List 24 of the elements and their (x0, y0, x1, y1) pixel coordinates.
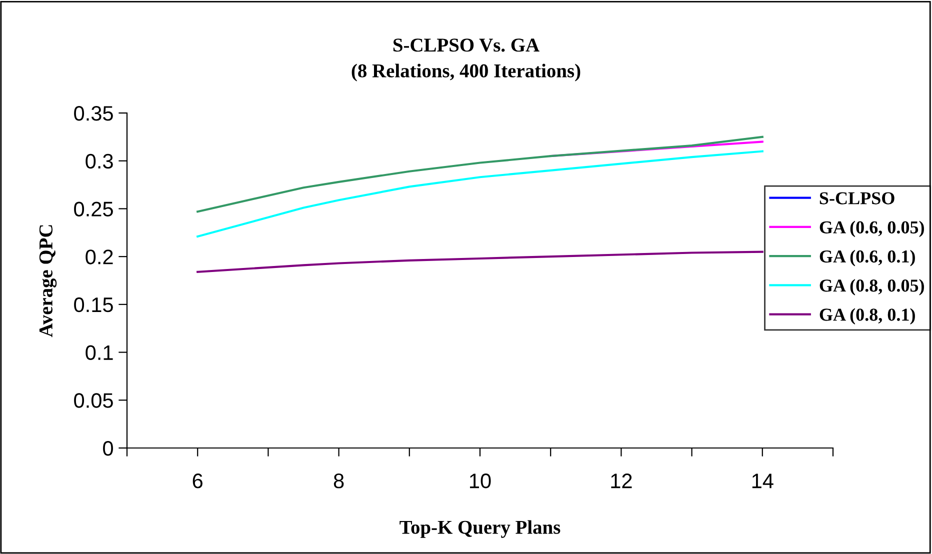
y-tick-label: 0.1 (86, 345, 113, 360)
y-tick-label: 0.15 (74, 297, 113, 312)
legend-label: GA (0.6, 0.05) (820, 220, 924, 238)
y-tick-label: 0.05 (74, 393, 113, 408)
x-tick-label: 12 (611, 474, 632, 488)
legend-label: GA (0.8, 0.1) (820, 308, 915, 324)
line-series (196, 150, 764, 238)
chart-title: S-CLPSO Vs. GA (8 Relations, 400 Iterations) (352, 38, 580, 82)
legend-label: S-CLPSO (820, 192, 894, 204)
legend-label: GA (0.8, 0.05) (820, 278, 924, 296)
line-series (196, 250, 764, 273)
legend-label: GA (0.6, 0.1) (820, 250, 915, 266)
y-axis-title: Average QPC (39, 225, 57, 338)
y-tick-label: 0.2 (86, 250, 113, 264)
y-tick-label: 0 (103, 441, 113, 456)
x-tick-label: 10 (470, 474, 491, 488)
y-tick-label: 0.25 (74, 202, 113, 216)
x-axis-title: Top-K Query Plans (400, 520, 560, 538)
y-tick-label: 0.3 (86, 154, 113, 169)
y-tick-label: 0.35 (74, 106, 113, 121)
x-tick-label: 6 (192, 474, 202, 488)
line-series (196, 136, 764, 213)
x-tick-label: 8 (334, 474, 344, 488)
x-tick-label: 14 (752, 474, 774, 488)
